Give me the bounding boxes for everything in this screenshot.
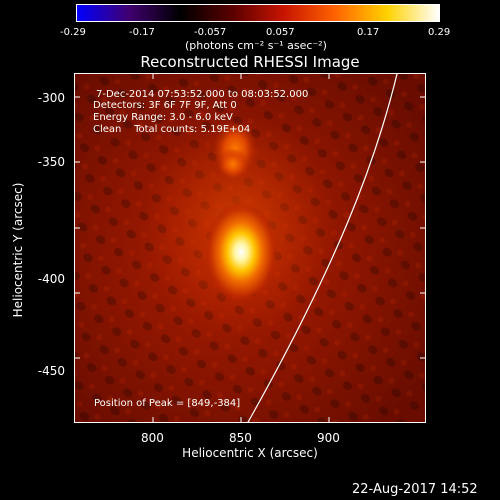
y-tick-label: -400 bbox=[37, 272, 65, 286]
colorbar-units: (photons cm⁻² s⁻¹ asec⁻²) bbox=[185, 39, 327, 52]
x-tick-label: 800 bbox=[141, 431, 164, 445]
rhessi-image bbox=[75, 74, 425, 422]
y-tick-label: -350 bbox=[37, 155, 65, 169]
timestamp: 22-Aug-2017 14:52 bbox=[352, 482, 478, 497]
solar-limb bbox=[247, 74, 398, 422]
colorbar bbox=[76, 4, 440, 22]
colorbar-tick-label: 0.057 bbox=[266, 27, 295, 38]
y-tick-label: -450 bbox=[37, 364, 65, 378]
info-line: Energy Range: 3.0 - 6.0 keV bbox=[93, 112, 233, 123]
info-line: Detectors: 3F 6F 7F 9F, Att 0 bbox=[93, 100, 237, 111]
info-line: Clean Total counts: 5.19E+04 bbox=[93, 124, 251, 135]
y-tick-label: -300 bbox=[37, 91, 65, 105]
plot-title: Reconstructed RHESSI Image bbox=[140, 53, 360, 71]
x-axis-label: Heliocentric X (arcsec) bbox=[182, 446, 318, 460]
y-axis-label: Heliocentric Y (arcsec) bbox=[11, 182, 25, 318]
colorbar-tick-label: 0.17 bbox=[357, 27, 380, 38]
colorbar-tick-label: -0.057 bbox=[194, 27, 227, 38]
info-line: 7-Dec-2014 07:53:52.000 to 08:03:52.000 bbox=[96, 89, 309, 100]
x-tick-label: 900 bbox=[317, 431, 340, 445]
peak-position-text: Position of Peak = [849,-384] bbox=[94, 398, 241, 409]
colorbar-tick-label: 0.29 bbox=[428, 27, 451, 38]
plot-frame bbox=[74, 73, 426, 423]
x-tick-label: 850 bbox=[229, 431, 252, 445]
colorbar-tick-label: -0.29 bbox=[60, 27, 86, 38]
colorbar-tick-label: -0.17 bbox=[129, 27, 155, 38]
